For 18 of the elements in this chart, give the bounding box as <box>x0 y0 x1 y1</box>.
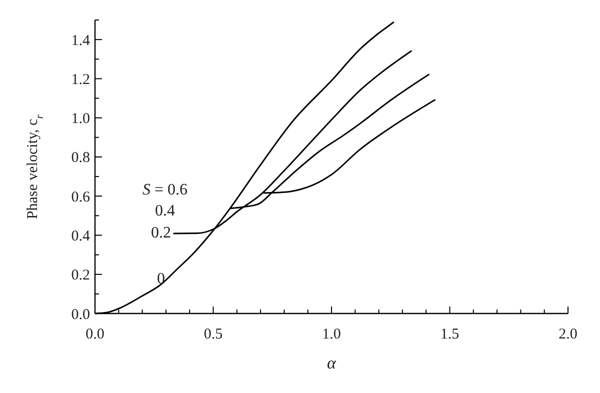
x-tick-label: 1.0 <box>322 326 341 342</box>
x-tick-label: 1.5 <box>440 326 460 342</box>
y-tick-label: 0.2 <box>71 268 90 284</box>
y-tick-label: 1.0 <box>71 111 90 128</box>
annotation: 0 <box>157 270 165 288</box>
x-axis-title: α <box>327 354 338 372</box>
y-tick-label: 0.6 <box>71 189 90 206</box>
y-tick-label: 1.2 <box>71 72 90 88</box>
y-tick-label: 0.4 <box>71 228 90 244</box>
y-tick-label: 1.4 <box>71 32 90 49</box>
x-tick-label: 0.0 <box>86 326 104 342</box>
annotation: 0.4 <box>155 202 175 220</box>
y-tick-label: 0.0 <box>71 306 90 323</box>
y-tick-label: 0.8 <box>71 150 90 166</box>
annotation: 0.2 <box>151 224 171 242</box>
x-tick-label: 0.5 <box>204 326 223 342</box>
x-tick-label: 2.0 <box>558 326 578 342</box>
annotation: S = 0.6 <box>142 182 188 199</box>
